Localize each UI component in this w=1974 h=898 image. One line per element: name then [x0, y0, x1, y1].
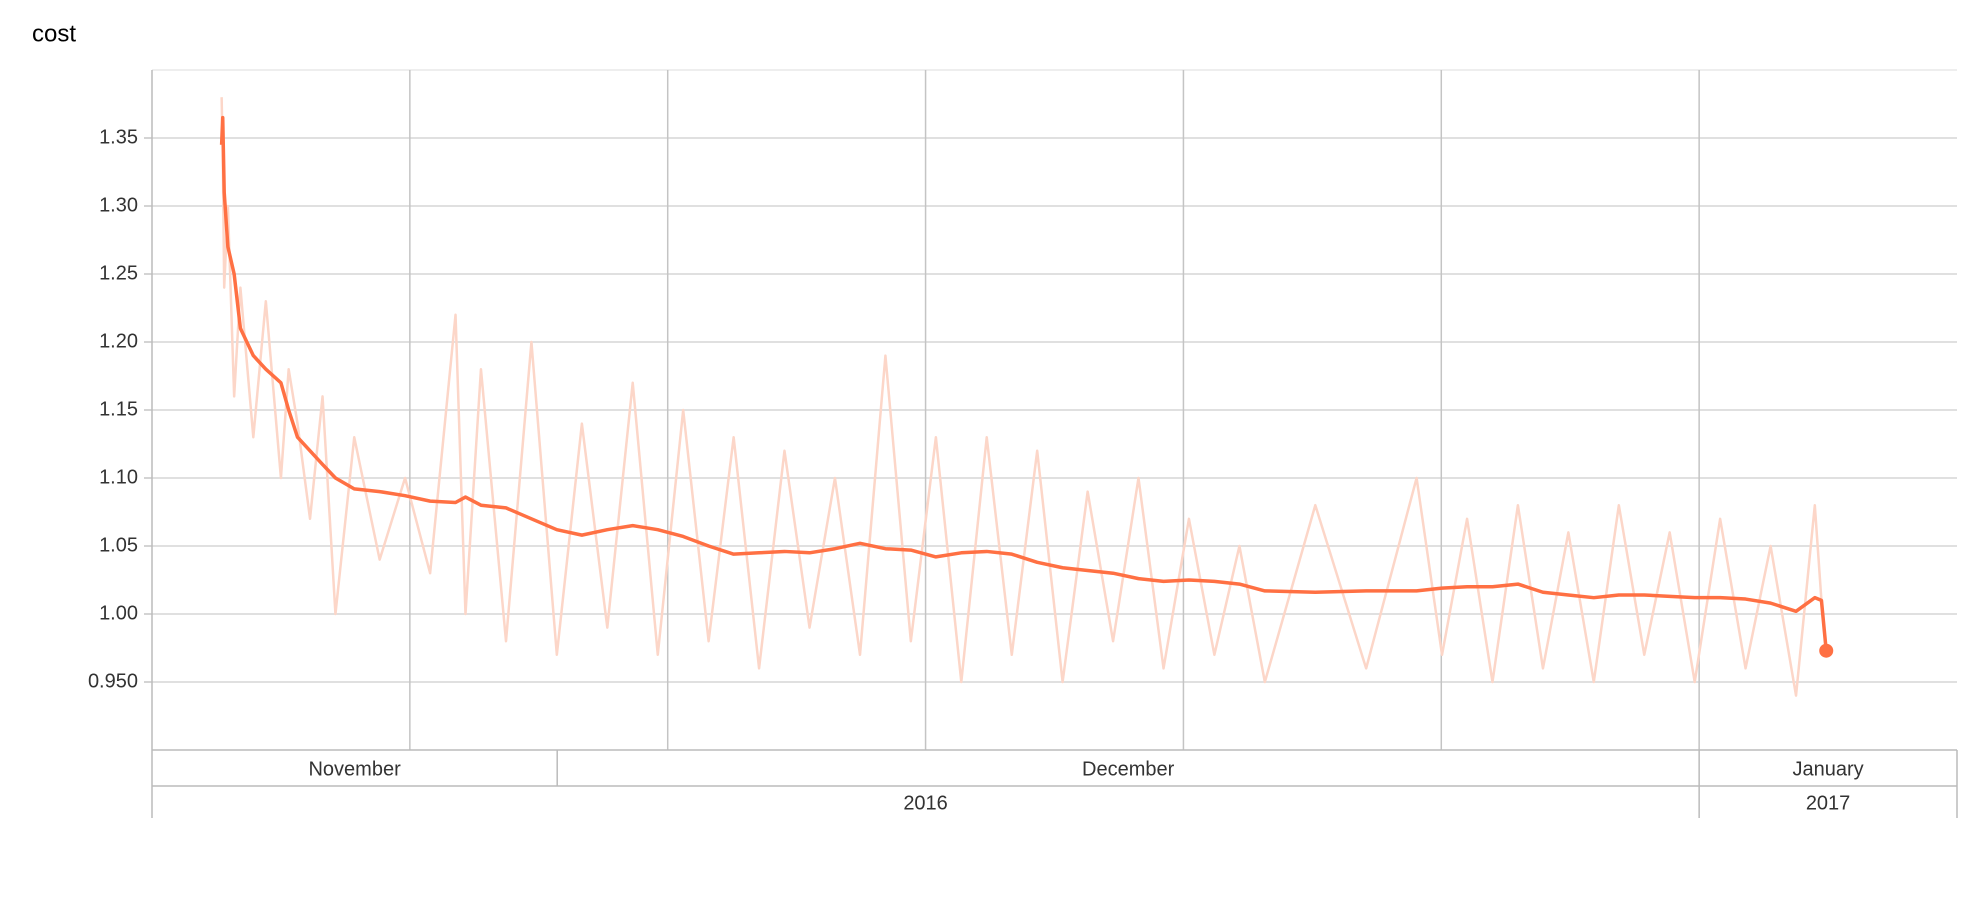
- y-tick-label: 1.05: [99, 534, 138, 556]
- smoothed-line: [219, 115, 1828, 651]
- months-label: December: [1082, 758, 1175, 780]
- y-tick-label: 1.35: [99, 126, 138, 148]
- y-tick-label: 1.20: [99, 330, 138, 352]
- months-label: January: [1792, 758, 1863, 780]
- y-tick-label: 1.30: [99, 194, 138, 216]
- raw-line: [220, 97, 1828, 697]
- y-tick-label: 1.10: [99, 466, 138, 488]
- y-tick-label: 1.00: [99, 602, 138, 624]
- end-point: [1819, 643, 1834, 658]
- y-tick-label: 1.15: [99, 398, 138, 420]
- years-label: 2017: [1806, 792, 1851, 814]
- years-label: 2016: [903, 792, 948, 814]
- months-label: November: [308, 758, 401, 780]
- y-tick-label: 0.950: [88, 670, 138, 692]
- chart-title: cost: [32, 20, 76, 47]
- y-tick-label: 1.25: [99, 262, 138, 284]
